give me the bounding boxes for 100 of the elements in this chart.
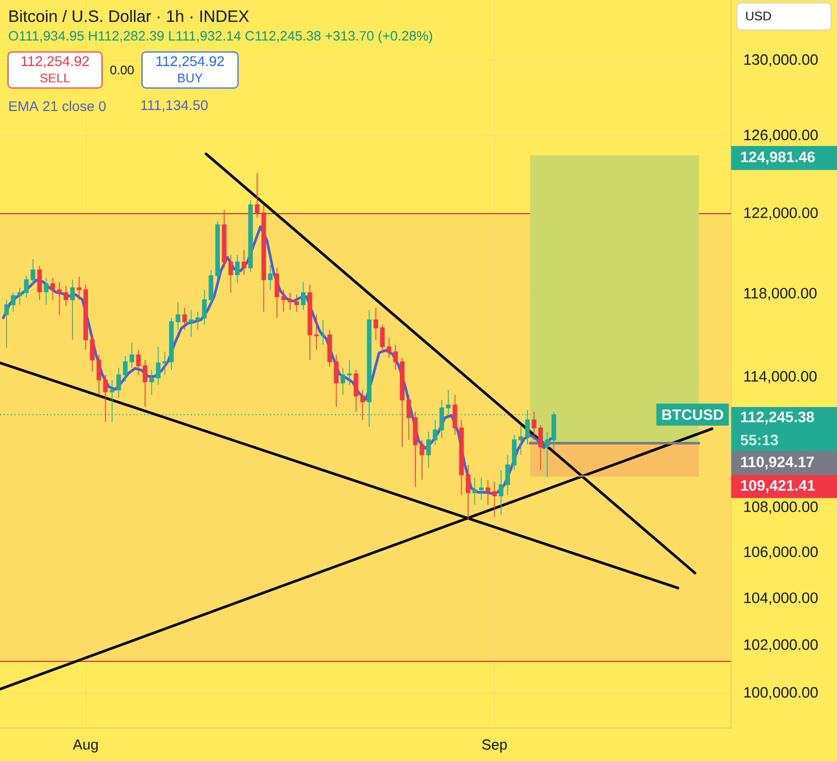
candlestick xyxy=(169,317,174,370)
candlestick xyxy=(195,311,200,330)
candlestick xyxy=(222,209,226,268)
candlestick xyxy=(413,411,418,488)
candlestick xyxy=(268,264,273,290)
candlestick xyxy=(70,279,75,340)
candlestick xyxy=(261,204,266,312)
text: 110,924.17 xyxy=(741,456,814,470)
x-tick-label: Sep xyxy=(482,739,507,753)
candlestick xyxy=(90,334,95,372)
y-tick-label: 104,000.00 xyxy=(744,592,818,605)
annotation: 112,254.92 xyxy=(22,56,89,68)
annotation: 112,254.92 xyxy=(156,56,224,68)
annotation: 0.00 xyxy=(110,66,134,74)
candlestick xyxy=(518,424,524,456)
text: 55:13 xyxy=(740,434,778,446)
annotation: SELL xyxy=(40,74,70,82)
candlestick xyxy=(50,277,56,300)
candlestick xyxy=(426,431,431,468)
y-tick-label: 118,000.00 xyxy=(744,288,817,300)
candlestick xyxy=(57,281,62,316)
candlestick xyxy=(242,249,246,276)
candlestick xyxy=(248,199,253,272)
candlestick xyxy=(492,481,497,518)
y-tick-label: 108,000.00 xyxy=(744,501,818,514)
y-tick-label: 126,000.00 xyxy=(744,130,818,142)
candlestick xyxy=(288,292,292,310)
candlestick xyxy=(254,172,260,218)
candlestick xyxy=(208,269,214,306)
candlestick xyxy=(17,287,22,306)
candlestick xyxy=(327,329,332,368)
candlestick xyxy=(215,221,220,280)
candlestick xyxy=(340,367,346,396)
candlestick xyxy=(76,276,82,300)
candlestick xyxy=(374,307,378,340)
candlestick xyxy=(393,344,398,370)
candlestick xyxy=(532,411,536,440)
y-tick-label: 102,000.00 xyxy=(744,639,818,652)
candlestick xyxy=(156,346,161,386)
candlestick xyxy=(420,439,424,480)
candlestick xyxy=(360,390,365,420)
candlestick xyxy=(281,289,286,312)
ref-line-label: BTCUSD xyxy=(662,409,724,420)
candlestick xyxy=(347,360,352,386)
candlestick xyxy=(4,299,9,348)
candlestick xyxy=(380,324,385,352)
text: 109,421.41 xyxy=(741,480,815,493)
candlestick xyxy=(320,320,326,346)
candlestick xyxy=(300,281,306,310)
chart-title: Bitcoin / U.S. Dollar · 1h · INDEX xyxy=(10,10,249,22)
candlestick xyxy=(188,309,194,338)
candlestick xyxy=(552,411,556,450)
candlestick xyxy=(44,277,48,306)
candlestick xyxy=(406,394,412,440)
candlestick xyxy=(486,479,490,506)
candlestick xyxy=(202,289,207,326)
candlestick xyxy=(498,470,504,516)
y-tick-label: 114,000.00 xyxy=(744,371,817,384)
candlestick xyxy=(64,285,68,306)
text: O111,934.95 H112,282.39 L111,932.14 C112,245.38 +313.70 (+0.28%) xyxy=(8,30,432,44)
y-tick-label: 130,000.00 xyxy=(744,54,818,67)
candlestick xyxy=(386,337,392,358)
candlestick xyxy=(452,394,458,436)
candlestick xyxy=(136,349,141,376)
text: EMA 21 close 0 xyxy=(9,100,106,112)
candlestick xyxy=(314,314,319,350)
candlestick xyxy=(24,275,29,298)
candlestick xyxy=(505,454,510,496)
y-tick-label: 100,000.00 xyxy=(744,687,818,700)
candlestick xyxy=(334,354,339,408)
candlestick xyxy=(30,258,36,286)
candlestick xyxy=(37,266,42,300)
candlestick xyxy=(274,267,280,318)
candlestick xyxy=(103,374,108,422)
candlestick xyxy=(182,307,187,330)
text: 112,245.38 xyxy=(741,412,814,424)
text: 124,981.46 xyxy=(741,152,815,164)
y-tick-label: 106,000.00 xyxy=(744,546,818,559)
annotation: BUY xyxy=(178,74,203,82)
candlestick xyxy=(228,254,234,294)
candlestick xyxy=(122,356,128,382)
candlestick xyxy=(432,420,438,446)
candlestick xyxy=(130,342,134,368)
annotation: 111,134.50 xyxy=(141,100,208,112)
candlestick xyxy=(294,294,299,312)
candlestick xyxy=(142,360,148,408)
candlestick xyxy=(235,254,240,284)
candlestick xyxy=(466,464,470,520)
y-tick-label: 122,000.00 xyxy=(744,207,818,220)
candlestick xyxy=(512,434,517,470)
candlestick xyxy=(162,351,168,376)
candlestick xyxy=(400,357,404,448)
text: USD xyxy=(746,12,771,20)
candlestick xyxy=(96,354,102,396)
candlestick xyxy=(176,301,180,330)
candlestick xyxy=(459,420,464,496)
candlestick xyxy=(308,284,312,360)
candlestick xyxy=(544,431,550,478)
candlestick xyxy=(479,477,484,500)
candlestick xyxy=(83,284,88,350)
